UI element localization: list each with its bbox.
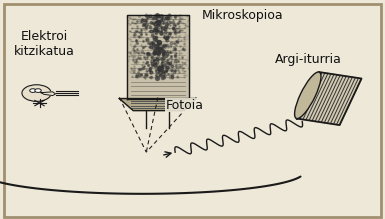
Circle shape [35, 89, 41, 92]
Polygon shape [127, 15, 189, 99]
Polygon shape [119, 99, 196, 111]
Ellipse shape [295, 72, 321, 118]
Polygon shape [41, 92, 55, 95]
Polygon shape [297, 72, 362, 125]
Text: Mikroskopioa: Mikroskopioa [202, 9, 283, 22]
Text: Argi-iturria: Argi-iturria [275, 53, 341, 66]
Circle shape [22, 85, 51, 101]
Circle shape [30, 89, 36, 92]
Text: Fotoia: Fotoia [166, 99, 204, 112]
Text: Elektroi
kitzikatua: Elektroi kitzikatua [14, 30, 75, 58]
